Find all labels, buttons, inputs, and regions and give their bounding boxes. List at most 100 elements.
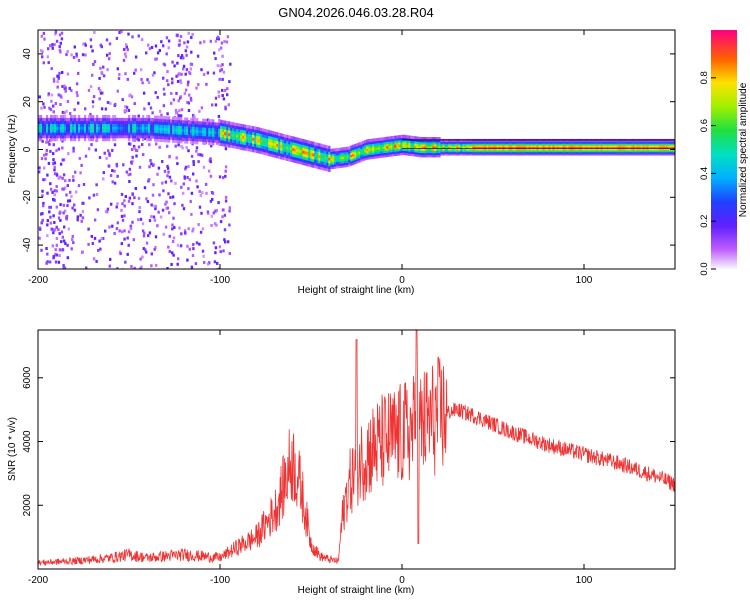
spectrogram-cell: [70, 117, 73, 122]
spectrogram-cell: [38, 115, 41, 119]
spectrogram-cell: [620, 142, 623, 146]
spectrogram-cell: [129, 93, 132, 97]
spectrogram-cell: [122, 126, 125, 130]
spectrogram-cell: [190, 132, 193, 136]
spectrogram-cell: [79, 171, 82, 175]
spectrogram-cell: [646, 140, 649, 144]
spectrogram-cell: [358, 144, 361, 148]
spectrogram-cell: [282, 142, 285, 146]
spectrogram-cell: [576, 138, 579, 143]
spectrogram-cell: [314, 165, 317, 169]
spectrogram-cell: [152, 126, 155, 130]
spectrogram-cell: [138, 206, 141, 209]
spectrogram-cell: [164, 202, 167, 206]
spectrogram-cell: [126, 132, 129, 136]
spectrogram-cell: [278, 152, 281, 156]
spectrogram-cell: [540, 150, 543, 154]
spectrogram-cell: [358, 157, 361, 161]
spectrogram-cell: [532, 152, 535, 156]
spectrogram-cell: [670, 150, 673, 154]
spectrogram-cell: [199, 230, 203, 234]
spectrogram-cell: [438, 139, 441, 143]
spectrogram-cell: [250, 145, 253, 149]
spectrogram-cell: [370, 140, 373, 145]
spectrogram-cell: [642, 140, 645, 144]
spectrogram-cell: [160, 138, 163, 142]
spectrogram-cell: [324, 153, 327, 157]
spectrogram-cell: [284, 142, 287, 147]
colorbar-gradient: [711, 30, 737, 269]
spectrogram-cell: [650, 150, 653, 154]
spectrogram-cell: [186, 126, 189, 130]
spectrogram-cell: [606, 145, 609, 149]
spectrogram-cell: [40, 123, 43, 127]
spectrogram-cell: [40, 126, 43, 130]
spectrogram-cell: [344, 153, 347, 157]
spectrogram-cell: [242, 132, 245, 136]
spectrogram-cell: [328, 145, 331, 149]
spectrogram-cell: [388, 142, 391, 147]
spectrogram-cell: [156, 115, 159, 119]
spectrogram-cell: [111, 224, 114, 228]
spectrogram-cell: [282, 145, 285, 149]
spectrogram-cell: [184, 128, 187, 133]
spectrogram-cell: [42, 204, 45, 208]
spectrogram-cell: [46, 120, 49, 124]
spectrogram-cell: [262, 128, 265, 132]
spectrogram-cell: [396, 135, 399, 139]
spectrogram-cell: [154, 121, 157, 125]
spectrogram-cell: [438, 145, 441, 149]
spectrogram-cell: [166, 139, 169, 143]
spectrogram-cell: [204, 127, 207, 131]
spectrogram-cell: [450, 147, 453, 151]
spectrogram-cell: [364, 152, 367, 156]
spectrogram-cell: [314, 159, 317, 163]
spectrogram-cell: [202, 133, 205, 137]
spectrogram-cell: [628, 147, 631, 151]
spectrogram-cell: [426, 141, 429, 145]
spectrogram-cell: [400, 137, 403, 141]
spectrogram-cell: [42, 126, 45, 130]
spectrogram-cell: [276, 132, 279, 136]
spectrogram-cell: [70, 138, 73, 142]
spectrogram-cell: [302, 153, 305, 157]
spectrogram-cell: [566, 147, 569, 151]
spectrogram-cell: [43, 105, 46, 109]
spectrogram-cell: [234, 122, 237, 126]
spectrogram-cell: [126, 123, 129, 127]
spectrogram-cell: [138, 132, 141, 136]
spectrogram-cell: [56, 117, 59, 122]
spectrogram-cell: [562, 152, 565, 156]
spectrogram-cell: [174, 125, 177, 129]
spectrogram-cell: [490, 150, 493, 154]
spectrogram-cell: [89, 112, 92, 116]
spectrogram-cell: [90, 132, 93, 136]
spectrogram-cell: [148, 219, 152, 223]
spectrogram-cell: [130, 160, 133, 164]
spectrogram-cell: [534, 142, 537, 146]
spectrogram-cell: [200, 211, 203, 215]
spectrogram-cell: [126, 252, 129, 256]
spectrogram-cell: [384, 152, 387, 156]
spectrogram-cell: [534, 149, 537, 153]
spectrogram-cell: [450, 145, 453, 149]
spectrogram-cell: [400, 134, 403, 138]
spectrogram-cell: [202, 254, 205, 258]
spectrogram-cell: [630, 149, 633, 153]
spectrogram-cell: [448, 150, 451, 154]
spectrogram-cell: [99, 43, 102, 47]
x-tick-label: 100: [576, 275, 593, 286]
spectrogram-cell: [46, 132, 49, 136]
spectrogram-cell: [324, 164, 327, 169]
spectrogram-cell: [518, 149, 521, 153]
spectrogram-cell: [128, 167, 132, 171]
spectrogram-cell: [58, 135, 61, 139]
spectrogram-cell: [202, 135, 205, 139]
spectrogram-cell: [666, 152, 669, 156]
spectrogram-cell: [52, 138, 55, 142]
spectrogram-cell: [126, 135, 129, 139]
spectrogram-cell: [464, 147, 467, 151]
spectrogram-cell: [288, 158, 291, 162]
spectrogram-cell: [244, 141, 247, 145]
spectrogram-cell: [346, 151, 349, 155]
